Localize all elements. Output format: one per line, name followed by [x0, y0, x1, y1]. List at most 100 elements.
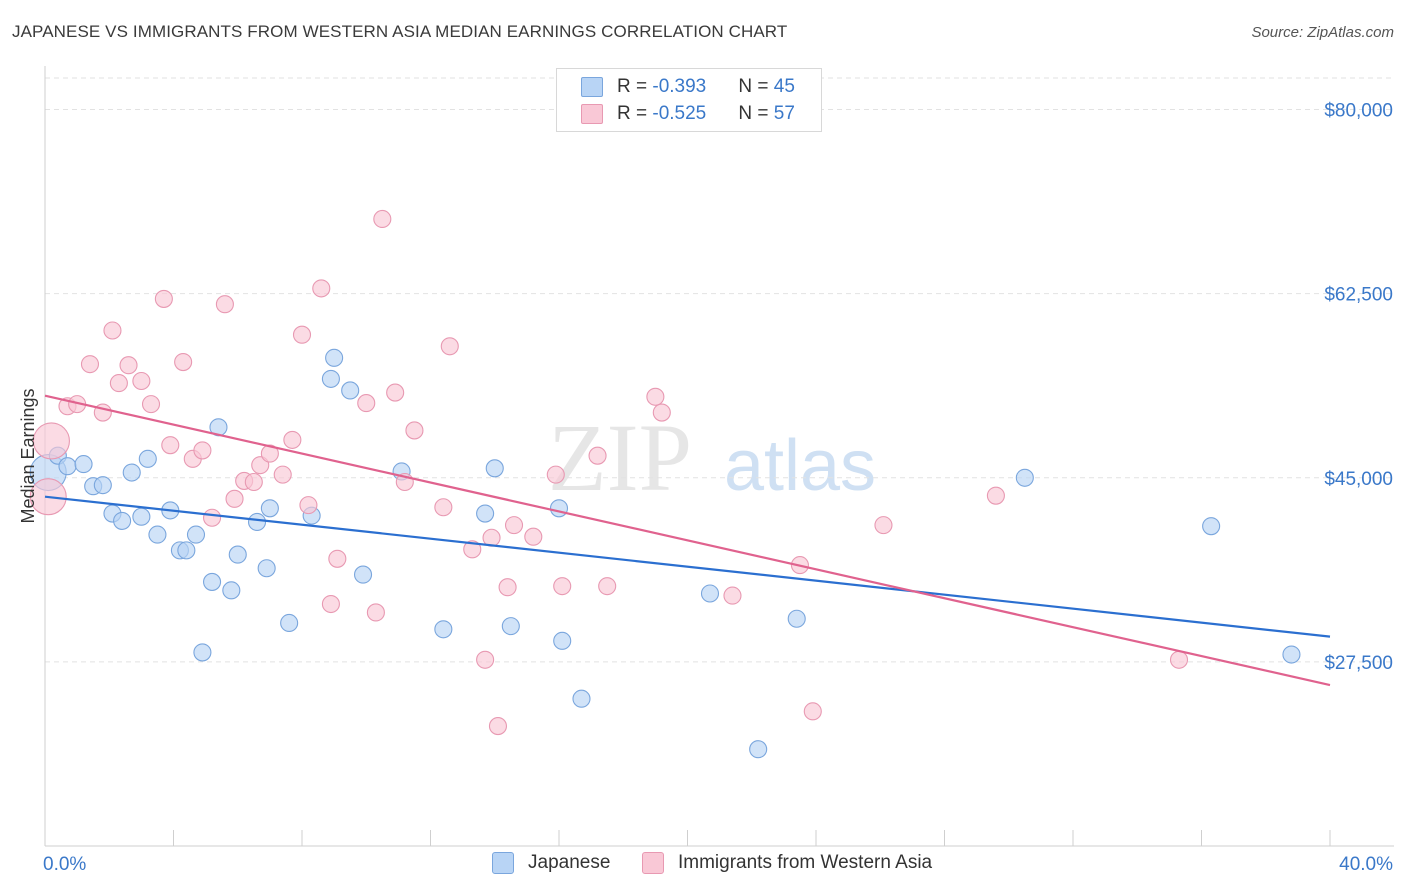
data-point: [1282, 645, 1301, 664]
data-point: [546, 465, 565, 484]
data-point: [228, 545, 247, 564]
data-point: [174, 353, 193, 372]
legend-label-japanese: Japanese: [528, 852, 611, 873]
data-point: [148, 525, 167, 544]
data-point: [353, 565, 373, 584]
data-point: [1015, 468, 1034, 487]
data-point: [572, 689, 591, 708]
data-point: [325, 348, 344, 367]
data-point: [434, 498, 453, 517]
data-point: [113, 511, 132, 530]
legend-n-label: N =: [738, 76, 774, 97]
data-point: [646, 387, 665, 406]
data-point: [215, 295, 234, 314]
data-point: [122, 463, 141, 482]
data-point: [504, 516, 524, 535]
data-point: [357, 394, 376, 413]
data-point: [138, 449, 157, 468]
data-point: [109, 374, 128, 393]
data-point: [549, 499, 569, 518]
data-point: [251, 456, 270, 475]
legend-swatch-japanese: [581, 77, 603, 97]
data-point: [476, 650, 495, 669]
data-point: [273, 465, 292, 484]
data-point: [553, 577, 572, 596]
data-point: [700, 584, 720, 603]
data-point: [225, 489, 244, 508]
data-point: [154, 289, 173, 308]
y-tick-label: $62,500: [1324, 285, 1393, 306]
data-point: [260, 499, 279, 518]
data-point: [93, 476, 112, 495]
y-axis-title: Median Earnings: [18, 388, 38, 523]
data-point: [524, 527, 543, 546]
series-legend: Japanese Immigrants from Western Asia: [0, 852, 1406, 878]
legend-item-western-asia[interactable]: Immigrants from Western Asia: [642, 852, 932, 874]
data-point: [321, 594, 340, 614]
data-point: [787, 609, 806, 628]
legend-r-value: -0.525: [652, 103, 707, 124]
data-point: [986, 486, 1005, 505]
data-point: [874, 516, 893, 535]
data-point: [74, 455, 93, 474]
data-point: [1202, 517, 1221, 536]
data-point: [292, 325, 312, 344]
data-point: [1169, 650, 1189, 669]
data-point: [203, 508, 222, 527]
data-point: [723, 586, 742, 605]
data-point: [132, 371, 151, 391]
legend-item-japanese[interactable]: Japanese: [492, 852, 610, 874]
data-point: [476, 504, 495, 523]
data-point: [440, 337, 459, 356]
stats-legend: R = -0.393 N = 45 R = -0.525 N = 57: [556, 68, 822, 132]
data-point: [222, 581, 241, 600]
data-point: [328, 549, 347, 568]
legend-row-western-asia: R = -0.525 N = 57: [581, 102, 795, 126]
legend-r-label: R =: [617, 103, 653, 124]
data-point: [553, 631, 572, 650]
y-tick-label: $27,500: [1324, 653, 1393, 674]
data-point: [373, 209, 392, 229]
data-point: [321, 369, 340, 388]
data-point: [341, 381, 360, 400]
data-point: [141, 395, 161, 414]
watermark-zip: ZIP: [548, 404, 692, 511]
data-point: [498, 578, 517, 597]
data-point: [463, 540, 482, 559]
data-point: [588, 446, 607, 465]
data-point: [177, 541, 196, 560]
x-tick-label: 40.0%: [1339, 854, 1393, 875]
legend-n-value: 57: [773, 103, 795, 124]
data-point: [80, 355, 100, 374]
data-point: [386, 383, 405, 402]
legend-n-label: N =: [738, 103, 774, 124]
y-tick-label: $45,000: [1324, 469, 1393, 490]
data-point: [803, 702, 822, 721]
data-point: [257, 559, 276, 578]
data-point: [280, 613, 299, 633]
chart-title: JAPANESE VS IMMIGRANTS FROM WESTERN ASIA…: [12, 22, 788, 41]
data-point: [32, 422, 70, 460]
data-point: [186, 525, 206, 544]
data-point: [749, 740, 768, 759]
data-point: [119, 356, 138, 375]
data-point: [103, 321, 122, 340]
legend-row-japanese: R = -0.393 N = 45: [581, 75, 795, 99]
data-point: [203, 572, 222, 591]
x-tick-label: 0.0%: [43, 854, 86, 875]
data-point: [299, 496, 318, 515]
legend-label-western-asia: Immigrants from Western Asia: [678, 852, 933, 873]
legend-r-label: R =: [617, 76, 653, 97]
source-label: Source: ZipAtlas.com: [1251, 24, 1394, 41]
data-point: [193, 643, 212, 662]
data-point: [132, 507, 151, 526]
data-point: [488, 717, 508, 736]
data-point: [366, 603, 385, 622]
trend-line: [44, 394, 1331, 687]
legend-swatch-western-asia: [642, 852, 664, 874]
legend-swatch-japanese: [492, 852, 514, 874]
data-point: [598, 577, 617, 596]
data-point: [161, 436, 180, 455]
data-point: [247, 512, 267, 532]
